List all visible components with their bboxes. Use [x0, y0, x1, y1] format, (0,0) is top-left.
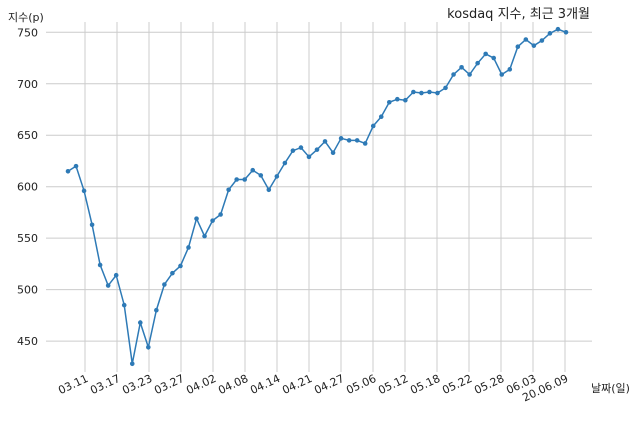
data-point — [146, 344, 151, 350]
data-point — [459, 64, 464, 70]
data-point — [234, 177, 239, 182]
y-tick-label: 750 — [17, 26, 38, 39]
data-point — [129, 361, 135, 367]
y-tick-labels: 450 500 550 600 650 700 750 — [17, 26, 38, 348]
data-point — [451, 72, 456, 77]
data-point — [563, 29, 569, 35]
data-point — [338, 136, 344, 141]
data-point — [178, 263, 183, 269]
data-point — [507, 67, 513, 72]
data-point — [419, 90, 424, 96]
data-point — [290, 148, 296, 153]
data-point — [475, 60, 480, 66]
data-point — [435, 90, 440, 96]
data-point — [258, 173, 264, 178]
data-point — [515, 44, 521, 50]
data-point — [427, 89, 432, 95]
data-point — [555, 26, 561, 32]
data-point — [395, 96, 400, 102]
data-point — [162, 282, 167, 287]
x-tick-label: 05.28 — [472, 372, 506, 397]
data-point — [531, 43, 537, 48]
y-tick-label: 700 — [17, 78, 38, 91]
x-tick-label: 03.23 — [120, 372, 154, 397]
data-point — [137, 320, 143, 325]
grid-lines — [46, 22, 592, 372]
data-point — [539, 38, 545, 43]
y-axis-label: 지수(p) — [8, 11, 44, 24]
y-tick-label: 450 — [17, 335, 38, 348]
y-tick-label: 500 — [17, 284, 38, 297]
data-point — [282, 160, 288, 166]
x-tick-label: 05.06 — [344, 372, 378, 397]
data-point — [170, 270, 175, 276]
data-point — [378, 114, 384, 120]
data-point — [81, 188, 87, 194]
y-tick-label: 550 — [17, 232, 38, 245]
x-tick-label: 03.17 — [88, 372, 122, 397]
data-point — [354, 138, 360, 143]
data-point — [523, 37, 529, 42]
data-point — [330, 150, 336, 156]
data-point — [210, 218, 215, 223]
data-point — [547, 31, 553, 36]
data-point — [202, 233, 207, 239]
x-tick-label: 04.14 — [248, 372, 282, 397]
x-tick-label: 04.02 — [184, 372, 218, 397]
data-point — [314, 147, 320, 152]
data-point — [121, 302, 127, 308]
x-axis-label: 날짜(일) — [591, 381, 630, 395]
series-group — [65, 26, 569, 367]
x-tick-label: 03.11 — [56, 372, 90, 397]
data-point — [403, 97, 408, 103]
x-tick-label: 05.18 — [408, 372, 442, 397]
data-point — [113, 272, 119, 278]
x-tick-label: 05.12 — [376, 372, 410, 397]
data-point — [443, 85, 448, 91]
data-point — [73, 163, 79, 169]
data-point — [298, 145, 304, 150]
data-point — [97, 262, 103, 268]
data-point — [386, 99, 392, 105]
data-point — [322, 139, 328, 144]
data-point — [65, 168, 71, 174]
x-tick-label: 04.08 — [216, 372, 250, 397]
x-tick-label: 05.22 — [440, 372, 474, 397]
x-tick-labels: 03.1103.1703.2303.2704.0204.0804.1404.21… — [56, 372, 570, 404]
x-tick-label: 03.27 — [152, 372, 186, 397]
data-point — [154, 307, 159, 313]
data-point — [370, 123, 376, 129]
data-point — [242, 177, 248, 182]
y-tick-label: 600 — [17, 181, 38, 194]
data-point — [499, 72, 505, 77]
data-point — [250, 167, 256, 173]
data-point — [274, 174, 280, 179]
x-tick-label: 04.27 — [312, 372, 346, 397]
data-point — [411, 89, 416, 95]
x-tick-label: 04.21 — [280, 372, 314, 397]
data-point — [467, 72, 472, 77]
data-point — [89, 222, 95, 228]
data-point — [346, 138, 352, 143]
data-point — [194, 216, 199, 221]
data-point — [491, 55, 497, 61]
data-point — [218, 212, 223, 217]
data-point — [266, 187, 272, 193]
chart-title: kosdaq 지수, 최근 3개월 — [447, 7, 590, 22]
data-point — [186, 245, 191, 250]
y-tick-label: 650 — [17, 129, 38, 142]
data-point — [105, 283, 111, 288]
series-line — [67, 28, 567, 364]
data-point — [362, 141, 368, 146]
data-point — [306, 154, 312, 160]
data-point — [483, 51, 488, 57]
data-point — [226, 187, 231, 193]
